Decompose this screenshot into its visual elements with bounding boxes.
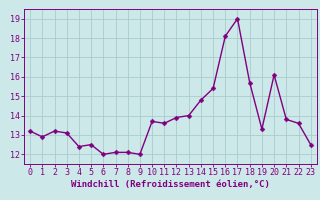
- X-axis label: Windchill (Refroidissement éolien,°C): Windchill (Refroidissement éolien,°C): [71, 180, 270, 189]
